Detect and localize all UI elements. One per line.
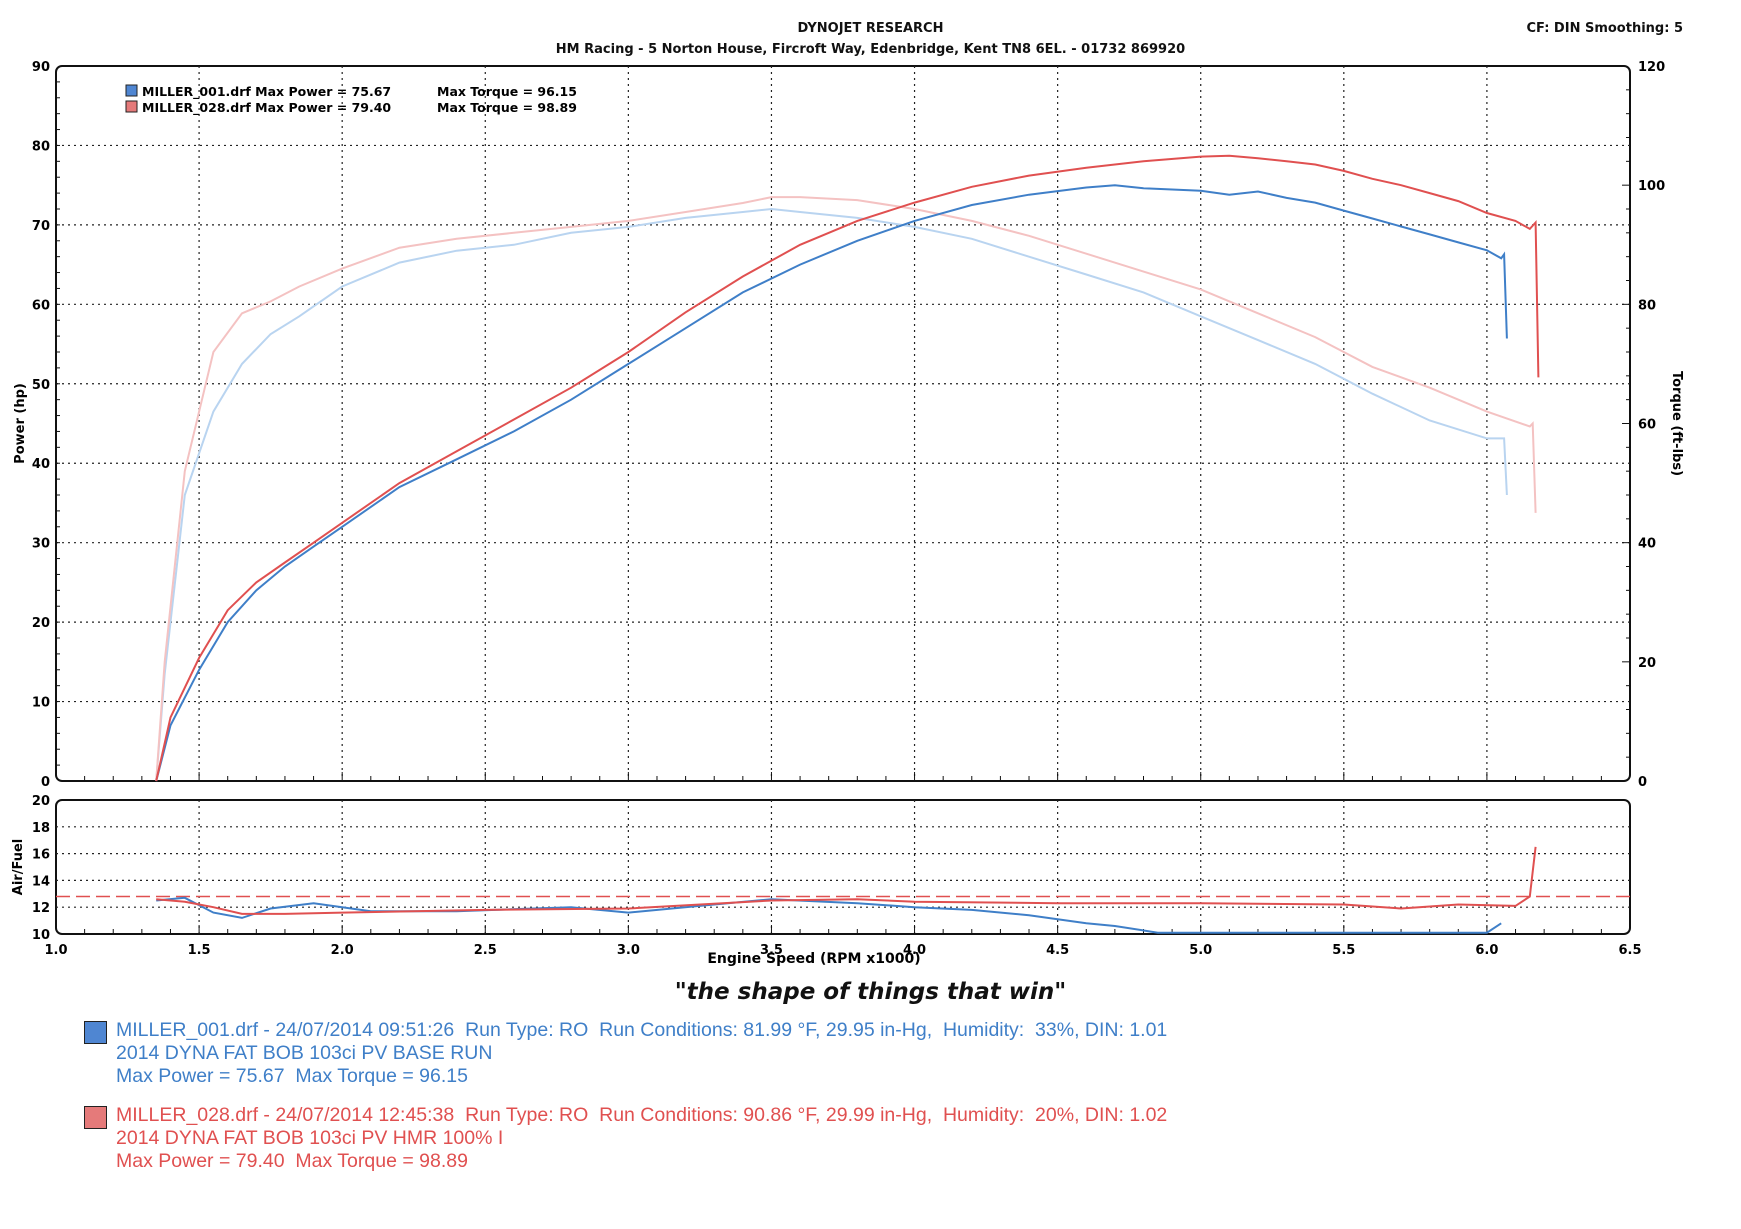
air-fuel-plot-frame xyxy=(55,799,1631,935)
y-tick-label: 90 xyxy=(32,60,50,75)
y-tick-label: 80 xyxy=(32,139,50,154)
series-af-run-2 xyxy=(156,846,1537,915)
x-tick-label: 1.5 xyxy=(188,943,211,958)
run-1-description: 2014 DYNA FAT BOB 103ci PV BASE RUN xyxy=(116,1042,493,1064)
run-info-2: MILLER_028.drf - 24/07/2014 12:45:38 Run… xyxy=(84,1104,1384,1173)
x-tick-label: 3.0 xyxy=(617,943,640,958)
run-2-description: 2014 DYNA FAT BOB 103ci PV HMR 100% I xyxy=(116,1127,504,1149)
y-axis-label-power: Power (hp) xyxy=(13,383,28,464)
run-1-details: MILLER_001.drf - 24/07/2014 09:51:26 Run… xyxy=(116,1019,1168,1041)
legend-swatch-icon xyxy=(125,100,138,113)
x-tick-label: 1.0 xyxy=(44,943,67,958)
y-tick-label: 30 xyxy=(32,537,50,552)
series-power-run-1 xyxy=(155,184,1508,782)
legend-entry-power: MILLER_001.drf Max Power = 75.67 xyxy=(142,84,391,100)
run-2-color-swatch-icon xyxy=(84,1106,107,1129)
af-tick-label: 10 xyxy=(32,928,50,943)
run-info-1: MILLER_001.drf - 24/07/2014 09:51:26 Run… xyxy=(84,1019,1384,1088)
x-tick-label: 2.5 xyxy=(474,943,497,958)
legend-entry-power: MILLER_028.drf Max Power = 79.40 xyxy=(142,100,391,116)
af-tick-label: 14 xyxy=(32,874,50,889)
x-tick-label: 6.5 xyxy=(1618,943,1641,958)
y-tick-label: 50 xyxy=(32,378,50,393)
y-axis-label-torque: Torque (ft-lbs) xyxy=(1669,371,1684,476)
correction-settings: CF: DIN Smoothing: 5 xyxy=(1526,21,1684,36)
x-tick-label: 6.0 xyxy=(1475,943,1498,958)
air-fuel-plot: 10 12 14 16 18 20 1.0 1.5 2.0 2.5 3.0 3.5 4.0 4.5 5.0 5… xyxy=(32,794,1642,958)
slogan: "the shape of things that win" xyxy=(674,979,1067,1005)
chart-title: DYNOJET RESEARCH xyxy=(797,21,944,36)
x-axis-label: Engine Speed (RPM x1000) xyxy=(707,951,920,967)
legend-entry-torque: Max Torque = 98.89 xyxy=(437,100,577,115)
series-torque-run-2 xyxy=(155,196,1537,782)
x-tick-label: 5.0 xyxy=(1189,943,1212,958)
run-1-color-swatch-icon xyxy=(84,1021,107,1044)
af-tick-label: 12 xyxy=(32,901,50,916)
run-1-max-values: Max Power = 75.67 Max Torque = 96.15 xyxy=(116,1065,468,1087)
power-torque-plot: 0 10 20 30 40 50 60 70 80 90 0 20 40 60 80 100 120 MILLER… xyxy=(32,60,1665,790)
run-2-details: MILLER_028.drf - 24/07/2014 12:45:38 Run… xyxy=(116,1104,1168,1126)
y-tick-label: 0 xyxy=(41,775,50,790)
y-tick-label: 10 xyxy=(32,696,50,711)
run-info-list: MILLER_001.drf - 24/07/2014 09:51:26 Run… xyxy=(84,1019,1384,1189)
power-plot-frame xyxy=(55,65,1631,782)
x-tick-label: 4.0 xyxy=(903,943,926,958)
af-tick-label: 16 xyxy=(32,848,50,863)
y-tick-label: 20 xyxy=(32,616,50,631)
series-af-run-1 xyxy=(156,896,1502,934)
y2-tick-label: 0 xyxy=(1638,775,1647,790)
y2-tick-label: 80 xyxy=(1638,298,1656,313)
x-tick-label: 2.0 xyxy=(331,943,354,958)
chart-address: HM Racing - 5 Norton House, Fircroft Way… xyxy=(555,42,1186,57)
y2-tick-label: 40 xyxy=(1638,537,1656,552)
y2-tick-label: 20 xyxy=(1638,656,1656,671)
af-tick-label: 18 xyxy=(32,821,50,836)
x-tick-label: 5.5 xyxy=(1332,943,1355,958)
y-axis-label-air-fuel: Air/Fuel xyxy=(11,839,26,895)
x-tick-label: 3.5 xyxy=(760,943,783,958)
series-power-run-2 xyxy=(155,154,1540,782)
y-tick-label: 60 xyxy=(32,298,50,313)
legend-entry-torque: Max Torque = 96.15 xyxy=(437,84,577,99)
y-tick-label: 40 xyxy=(32,457,50,472)
y2-tick-label: 60 xyxy=(1638,418,1656,433)
run-2-max-values: Max Power = 79.40 Max Torque = 98.89 xyxy=(116,1150,468,1172)
y-tick-label: 70 xyxy=(32,219,50,234)
x-tick-label: 4.5 xyxy=(1046,943,1069,958)
y2-tick-label: 120 xyxy=(1638,60,1665,75)
series-torque-run-1 xyxy=(155,207,1508,782)
legend-swatch-icon xyxy=(125,84,138,97)
y2-tick-label: 100 xyxy=(1638,179,1665,194)
af-tick-label: 20 xyxy=(32,794,50,809)
